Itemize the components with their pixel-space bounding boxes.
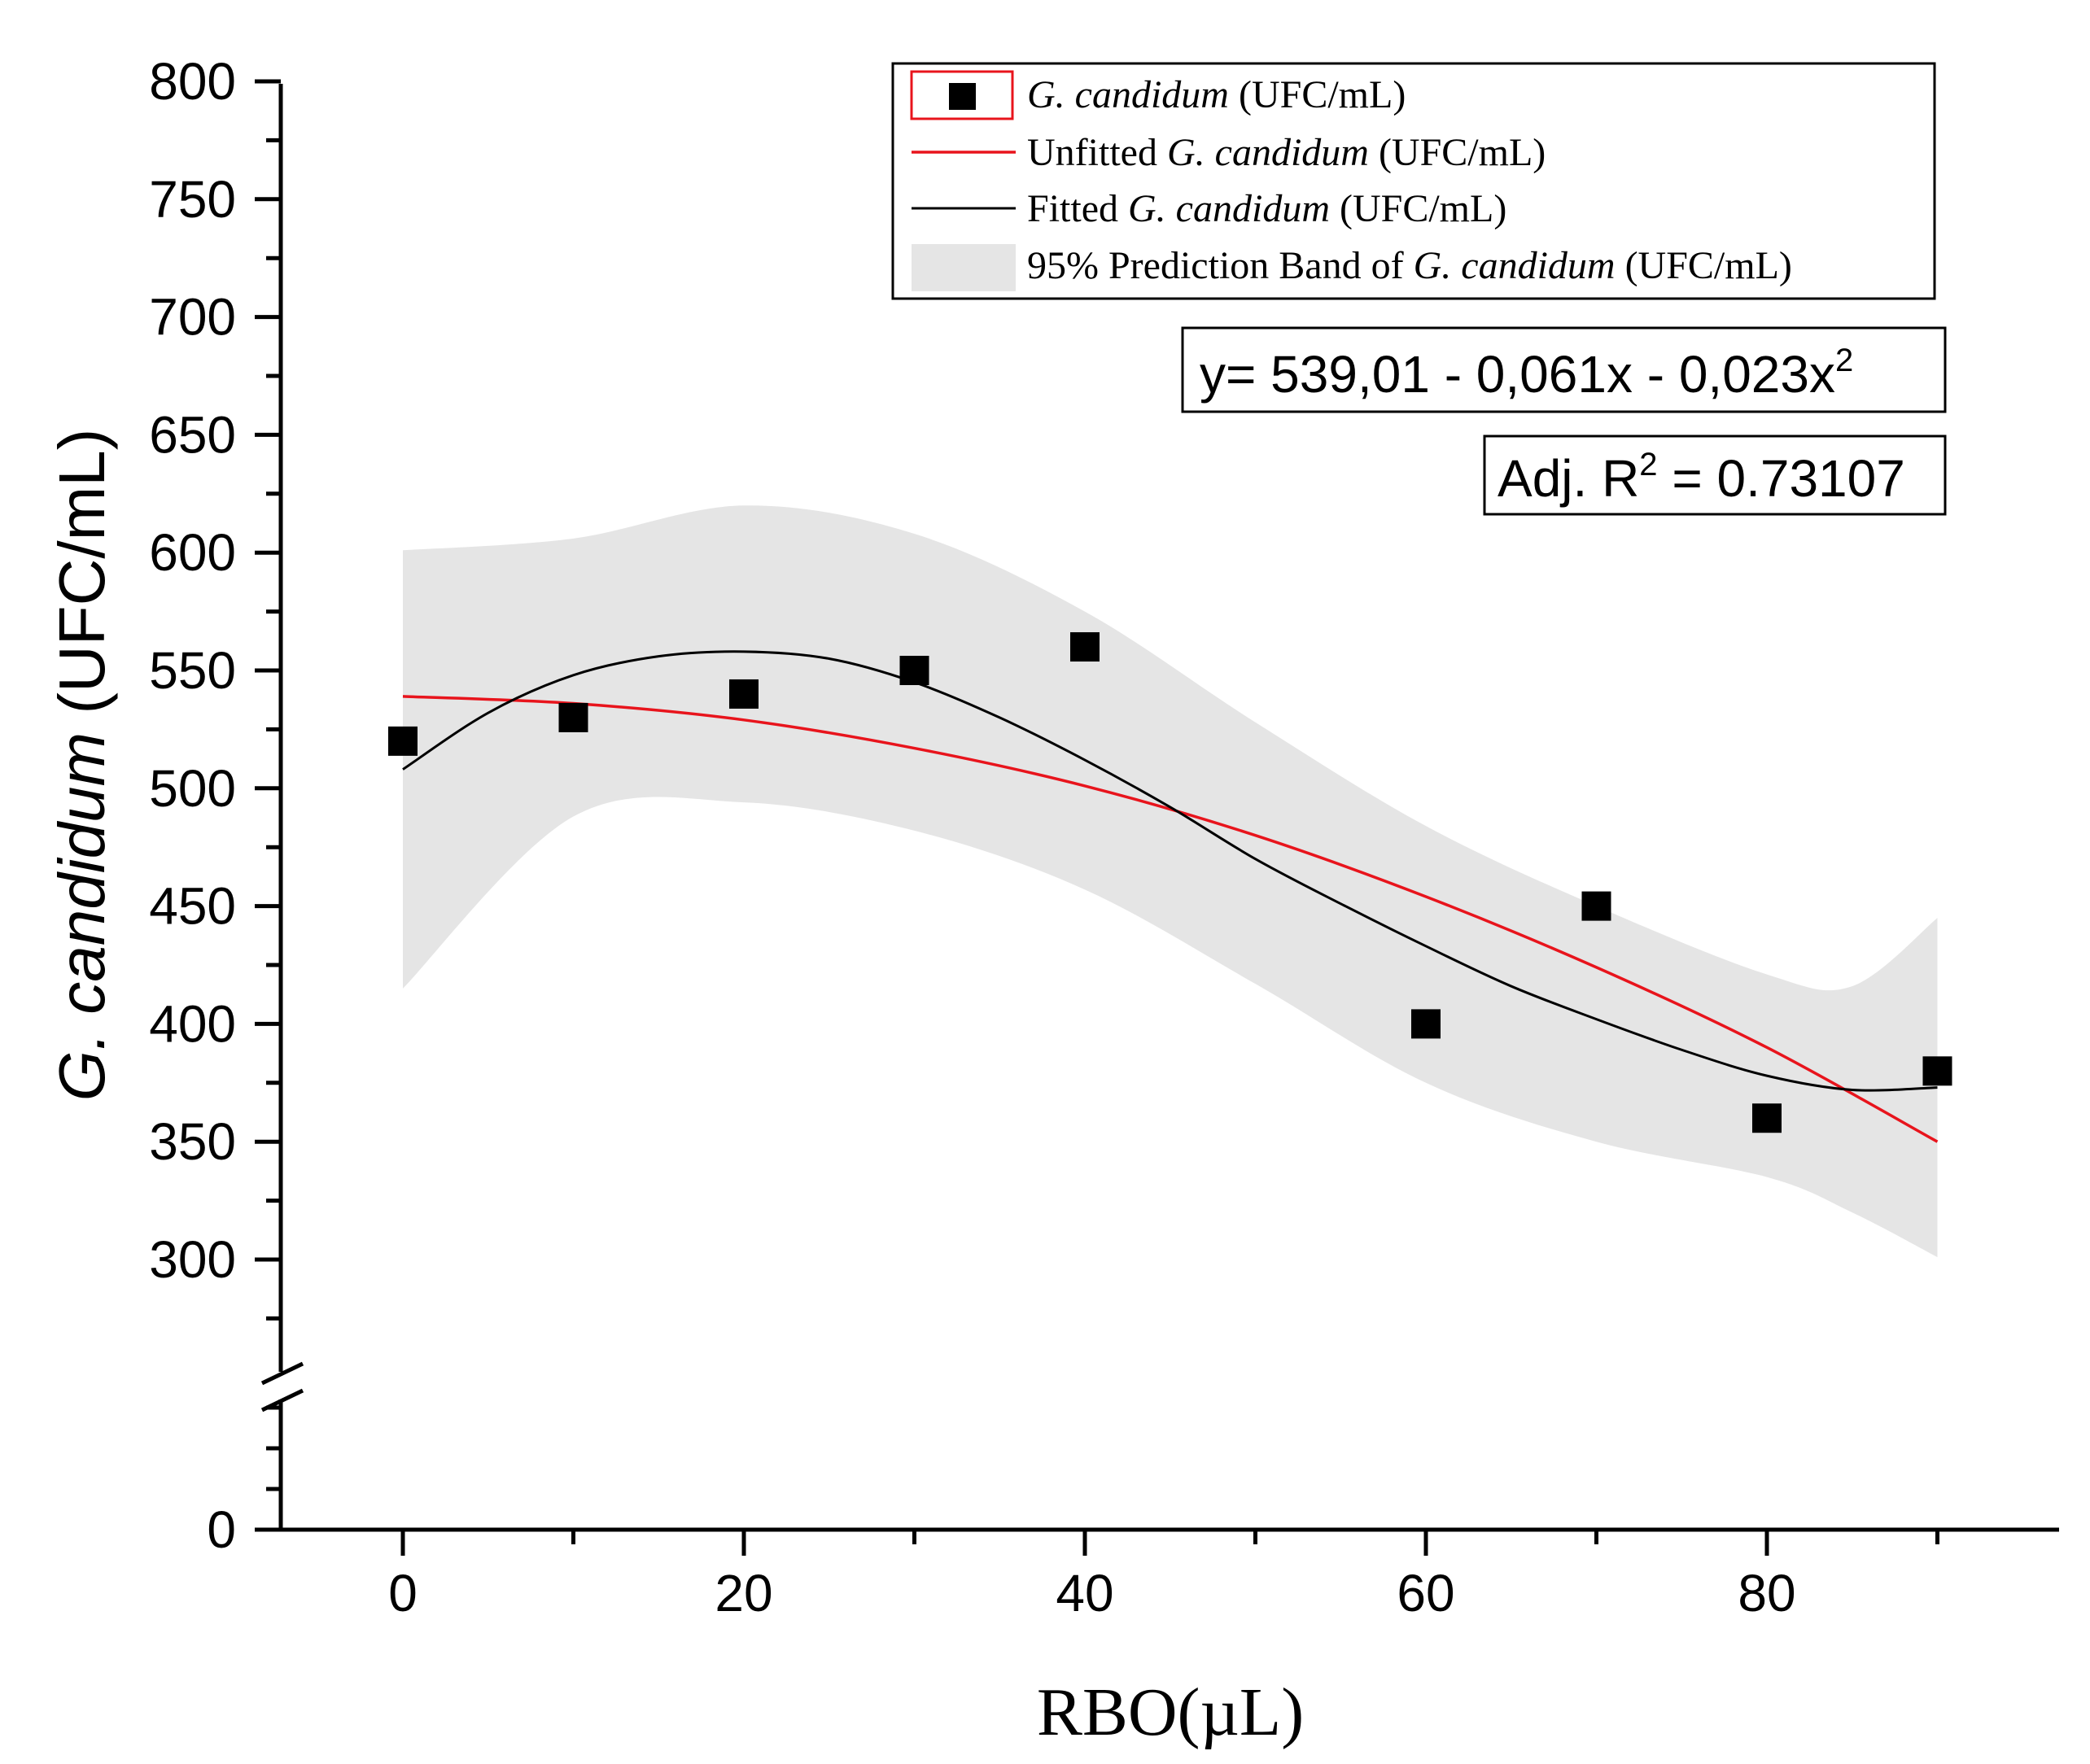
y-tick-label: 300: [149, 1230, 236, 1289]
legend-box: [891, 62, 1936, 300]
x-tick-label: 0: [388, 1564, 418, 1622]
legend-entry-fitted: Fitted G. candidum (UFC/mL): [1027, 187, 1506, 230]
axis-break-mark-1: [260, 1361, 304, 1386]
y-tick-label: 650: [149, 405, 236, 464]
data-point: [558, 702, 588, 732]
legend: G. candidum (UFC/mL) Unfitted G. candidu…: [891, 62, 1936, 300]
data-point: [388, 726, 418, 756]
x-tick-label: 80: [1738, 1564, 1795, 1622]
r2-text: Adj. R2 = 0.73107: [1498, 447, 1905, 508]
fitted-line: [402, 650, 1938, 1092]
legend-point-frame: [910, 70, 1014, 120]
y-tick-label: 600: [149, 523, 236, 582]
prediction-band: [403, 505, 1938, 1258]
y-tick-label: 450: [149, 877, 236, 936]
x-ticks: 0 20 40 60 80: [388, 1530, 1939, 1622]
data-point: [1411, 1009, 1441, 1039]
data-point: [729, 679, 759, 709]
y-tick-label: 500: [149, 759, 236, 818]
y-tick-label: 800: [149, 52, 236, 111]
x-axis-title: RBO(µL): [1037, 1674, 1304, 1750]
x-tick-label: 60: [1397, 1564, 1454, 1622]
equation-box: [1181, 326, 1947, 413]
legend-point-marker: [949, 83, 976, 110]
r2-box: [1483, 434, 1947, 516]
legend-entry-points: G. candidum (UFC/mL): [1027, 73, 1406, 116]
data-point: [1922, 1056, 1952, 1086]
y-tick-label: 700: [149, 288, 236, 347]
legend-entry-unfitted: Unfitted G. candidum (UFC/mL): [1027, 131, 1546, 174]
x-tick-label: 20: [715, 1564, 772, 1622]
y-tick-label: 750: [149, 170, 236, 229]
data-point: [1070, 632, 1100, 662]
y-axis-title: G. candidum (UFC/mL): [46, 429, 118, 1102]
r2-annotation: Adj. R2 = 0.73107: [1483, 434, 1947, 516]
y-tick-label: 0: [207, 1500, 236, 1559]
legend-entry-band: 95% Prediction Band of G. candidum (UFC/…: [1027, 244, 1792, 287]
unfitted-line: [402, 695, 1939, 1143]
data-point: [899, 656, 929, 685]
data-point: [1581, 891, 1611, 921]
equation-text: y= 539,01 - 0,061x - 0,023x2: [1200, 343, 1853, 404]
data-points: [388, 632, 1952, 1133]
equation-annotation: y= 539,01 - 0,061x - 0,023x2: [1181, 326, 1947, 413]
y-tick-label: 550: [149, 641, 236, 700]
y-tick-label: 400: [149, 994, 236, 1053]
y-ticks: 0 300 350 400 450 500 550 600 650 700 750 800: [149, 52, 281, 1559]
data-point: [1752, 1103, 1782, 1133]
y-tick-label: 350: [149, 1112, 236, 1171]
x-tick-label: 40: [1056, 1564, 1113, 1622]
legend-band-swatch: [912, 244, 1016, 291]
